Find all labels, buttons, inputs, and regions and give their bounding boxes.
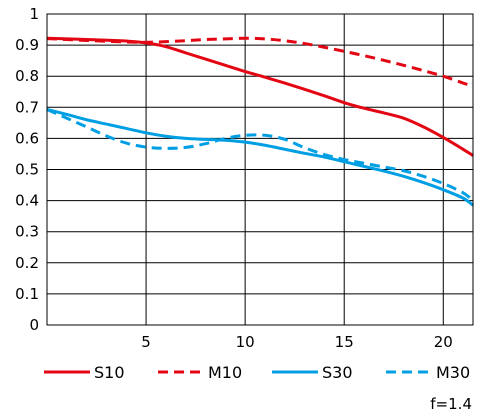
y-tick-label: 0.2 (15, 254, 39, 272)
y-tick-label: 0.7 (15, 98, 39, 116)
legend-label-s30: S30 (322, 363, 353, 382)
x-tick-label: 10 (236, 333, 255, 351)
aperture-note: f=1.4 (430, 395, 472, 413)
y-tick-label: 0.4 (15, 192, 39, 210)
y-tick-label: 0.1 (15, 285, 39, 303)
series-line-s10 (46, 36, 474, 157)
y-tick-label: 0.9 (15, 36, 39, 54)
grid-lines (47, 13, 473, 326)
y-tick-label: 0.6 (15, 129, 39, 147)
series-lines (46, 36, 474, 207)
series-line-s30 (46, 108, 474, 207)
y-tick-label: 0.3 (15, 223, 39, 241)
plot-frame (46, 13, 474, 326)
legend-label-m10: M10 (208, 363, 242, 382)
y-tick-label: 0.8 (15, 67, 39, 85)
x-axis-ticks: 5 10 15 20 (141, 333, 453, 351)
x-tick-label: 20 (434, 333, 453, 351)
legend-label-s10: S10 (94, 363, 125, 382)
y-tick-label: 0 (29, 316, 39, 334)
y-tick-label: 0.5 (15, 161, 39, 179)
legend: S10 M10 S30 M30 (44, 363, 470, 382)
series-line-m30 (46, 108, 474, 202)
x-tick-label: 15 (335, 333, 354, 351)
legend-label-m30: M30 (436, 363, 470, 382)
x-tick-label: 5 (141, 333, 151, 351)
y-axis-ticks: 0 0.1 0.2 0.3 0.4 0.5 0.6 0.7 0.8 0.9 1 (15, 5, 39, 334)
series-line-m10 (46, 36, 474, 88)
y-tick-label: 1 (29, 5, 39, 23)
